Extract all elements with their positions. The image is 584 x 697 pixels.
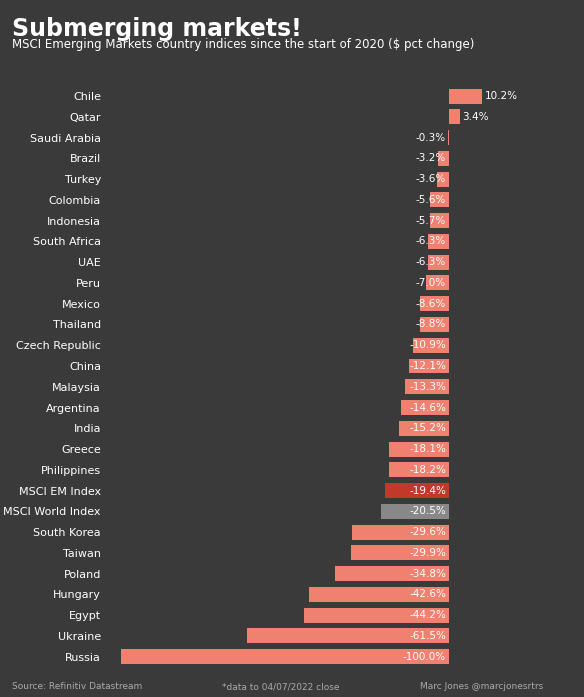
Text: -18.2%: -18.2%	[409, 465, 446, 475]
Text: -14.6%: -14.6%	[409, 403, 446, 413]
Bar	[390, 442, 449, 457]
Bar	[449, 109, 460, 124]
Text: -29.9%: -29.9%	[409, 548, 446, 558]
Text: 10.2%: 10.2%	[485, 91, 517, 101]
Bar	[430, 213, 449, 228]
Text: -8.6%: -8.6%	[416, 299, 446, 309]
Text: Marc Jones @marcjonesrtrs: Marc Jones @marcjonesrtrs	[420, 682, 544, 691]
Bar	[409, 358, 449, 374]
Text: Submerging markets!: Submerging markets!	[12, 17, 301, 41]
Text: -8.8%: -8.8%	[416, 319, 446, 330]
Text: -5.6%: -5.6%	[416, 195, 446, 205]
Bar	[304, 608, 449, 622]
Bar	[335, 566, 449, 581]
Text: Source: Refinitiv Datastream: Source: Refinitiv Datastream	[12, 682, 142, 691]
Text: -61.5%: -61.5%	[409, 631, 446, 641]
Bar	[385, 483, 449, 498]
Bar	[449, 89, 482, 104]
Bar	[447, 130, 449, 145]
Bar	[428, 234, 449, 249]
Bar	[351, 545, 449, 560]
Text: 3.4%: 3.4%	[463, 112, 489, 122]
Text: -29.6%: -29.6%	[409, 527, 446, 537]
Text: -3.6%: -3.6%	[416, 174, 446, 184]
Text: -44.2%: -44.2%	[409, 610, 446, 620]
Text: -6.3%: -6.3%	[416, 236, 446, 247]
Text: -18.1%: -18.1%	[409, 444, 446, 454]
Bar	[389, 462, 449, 477]
Bar	[413, 338, 449, 353]
Text: -12.1%: -12.1%	[409, 361, 446, 371]
Text: -13.3%: -13.3%	[409, 382, 446, 392]
Bar	[428, 254, 449, 270]
Bar	[401, 400, 449, 415]
Text: *data to 04/07/2022 close: *data to 04/07/2022 close	[222, 682, 339, 691]
Bar	[381, 504, 449, 519]
Text: -6.3%: -6.3%	[416, 257, 446, 267]
Text: -100.0%: -100.0%	[403, 652, 446, 661]
Bar	[437, 171, 449, 187]
Bar	[352, 525, 449, 539]
Text: -3.2%: -3.2%	[416, 153, 446, 163]
Bar	[426, 275, 449, 291]
Text: -0.3%: -0.3%	[416, 132, 446, 143]
Text: -7.0%: -7.0%	[416, 278, 446, 288]
Text: -15.2%: -15.2%	[409, 423, 446, 434]
Bar	[121, 649, 449, 664]
Bar	[430, 192, 449, 208]
Bar	[420, 317, 449, 332]
Text: -34.8%: -34.8%	[409, 569, 446, 579]
Bar	[309, 587, 449, 602]
Bar	[399, 421, 449, 436]
Bar	[405, 379, 449, 395]
Text: -19.4%: -19.4%	[409, 486, 446, 496]
Text: -20.5%: -20.5%	[409, 506, 446, 516]
Bar	[248, 629, 449, 643]
Text: -5.7%: -5.7%	[416, 215, 446, 226]
Text: -42.6%: -42.6%	[409, 590, 446, 599]
Text: -10.9%: -10.9%	[409, 340, 446, 350]
Bar	[438, 151, 449, 166]
Bar	[420, 296, 449, 311]
Text: MSCI Emerging Markets country indices since the start of 2020 ($ pct change): MSCI Emerging Markets country indices si…	[12, 38, 474, 52]
